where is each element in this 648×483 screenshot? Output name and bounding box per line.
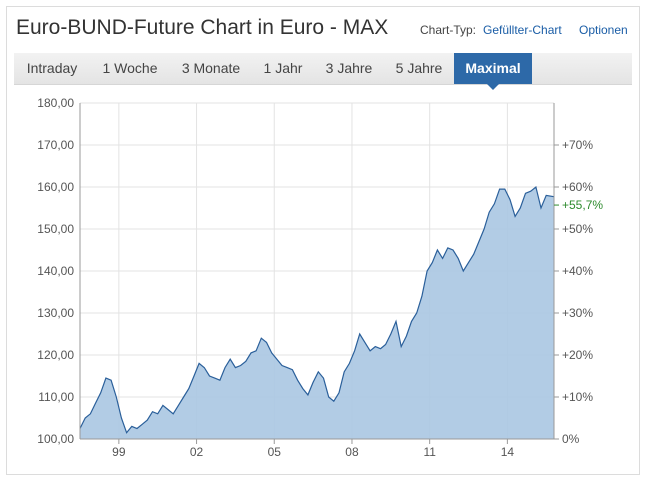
right-tick-label: +50% <box>562 222 593 236</box>
tab-3-jahre[interactable]: 3 Jahre <box>325 60 373 76</box>
tab-3-monate[interactable]: 3 Monate <box>181 60 241 76</box>
price-chart: 100,00 110,00 120,00 130,00 140,00 150,00 160,… <box>37 96 603 459</box>
current-change-label: +55,7% <box>562 198 603 212</box>
tab-5-jahre[interactable]: 5 Jahre <box>395 60 443 76</box>
y-tick-label: 100,00 <box>37 432 74 446</box>
x-tick-label: 99 <box>112 445 126 459</box>
right-tick-label: +30% <box>562 306 593 320</box>
y-tick-label: 170,00 <box>37 138 74 152</box>
right-tick-label: +40% <box>562 264 593 278</box>
tab-1-jahr[interactable]: 1 Jahr <box>263 60 303 76</box>
chart-header: Euro-BUND-Future Chart in Euro - MAX Cha… <box>10 14 638 46</box>
period-tab-bar: Intraday 1 Woche 3 Monate 1 Jahr 3 Jahre… <box>14 53 632 90</box>
labels-layer: 100,00 110,00 120,00 130,00 140,00 150,00 160,… <box>37 96 603 459</box>
right-tick-label: 0% <box>562 432 580 446</box>
chart-type-label: Chart-Typ: <box>420 23 477 37</box>
x-tick-label: 11 <box>423 445 436 459</box>
x-tick-label: 14 <box>501 445 515 459</box>
x-tick-label: 08 <box>345 445 359 459</box>
x-tick-label: 05 <box>268 445 282 459</box>
y-tick-label: 160,00 <box>37 180 74 194</box>
y-tick-label: 130,00 <box>37 306 74 320</box>
y-tick-label: 120,00 <box>37 348 74 362</box>
tab-intraday[interactable]: Intraday <box>26 60 78 76</box>
options-link[interactable]: Optionen <box>579 23 628 37</box>
right-tick-label: +60% <box>562 180 593 194</box>
y-tick-label: 150,00 <box>37 222 74 236</box>
x-tick-label: 02 <box>190 445 204 459</box>
tab-1-woche[interactable]: 1 Woche <box>102 60 158 76</box>
right-tick-label: +10% <box>562 390 593 404</box>
page-title: Euro-BUND-Future Chart in Euro - MAX <box>16 16 389 39</box>
area-fill <box>80 187 554 439</box>
chart-type-link[interactable]: Gefüllter-Chart <box>483 23 562 37</box>
tab-maximal[interactable]: Maximal <box>454 53 532 90</box>
y-tick-label: 140,00 <box>37 264 74 278</box>
y-tick-label: 110,00 <box>38 390 74 404</box>
right-tick-label: +70% <box>562 138 593 152</box>
right-tick-label: +20% <box>562 348 593 362</box>
price-line <box>79 185 555 434</box>
y-tick-label: 180,00 <box>37 96 74 110</box>
axes-layer <box>79 103 559 444</box>
